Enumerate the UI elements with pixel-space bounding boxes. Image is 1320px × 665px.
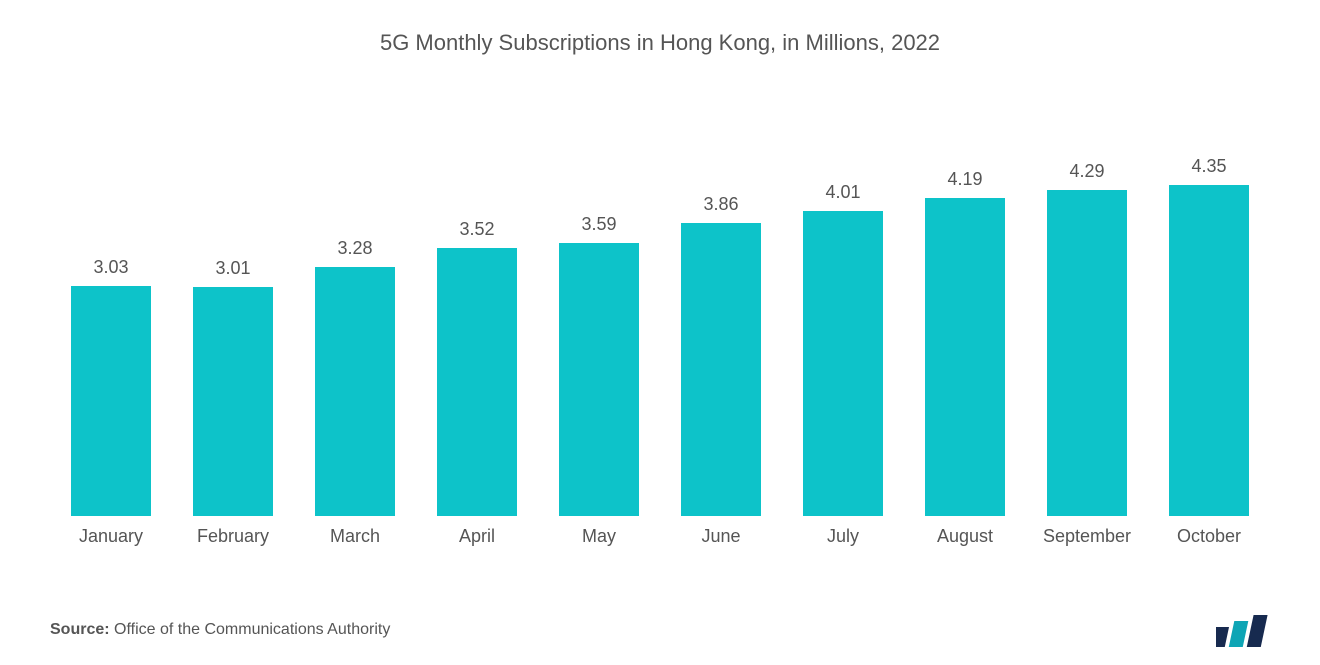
x-axis-label: October	[1148, 526, 1270, 547]
x-axis-label: March	[294, 526, 416, 547]
bar	[559, 243, 639, 516]
x-axis-label: September	[1026, 526, 1148, 547]
bar-value-label: 3.03	[93, 257, 128, 278]
x-axis-label: July	[782, 526, 904, 547]
brand-logo-icon	[1216, 613, 1270, 647]
bar	[1047, 190, 1127, 516]
bar-group: 3.86	[660, 106, 782, 516]
bar	[1169, 185, 1249, 516]
bar	[681, 223, 761, 516]
bar-value-label: 4.19	[947, 169, 982, 190]
bar	[437, 248, 517, 516]
x-axis-label: April	[416, 526, 538, 547]
bar-value-label: 4.01	[825, 182, 860, 203]
bar	[925, 198, 1005, 516]
source-row: Source: Office of the Communications Aut…	[50, 613, 1270, 647]
bar-group: 3.03	[50, 106, 172, 516]
bar-group: 4.19	[904, 106, 1026, 516]
bar-value-label: 3.52	[459, 219, 494, 240]
bar-group: 4.01	[782, 106, 904, 516]
bar-value-label: 3.86	[703, 194, 738, 215]
bar-value-label: 4.29	[1069, 161, 1104, 182]
bar-group: 4.35	[1148, 106, 1270, 516]
bar	[315, 267, 395, 516]
bar	[803, 211, 883, 516]
source-label: Source:	[50, 621, 110, 638]
bar	[193, 287, 273, 516]
bar-value-label: 3.28	[337, 238, 372, 259]
x-axis-label: February	[172, 526, 294, 547]
source-text: Source: Office of the Communications Aut…	[50, 621, 390, 639]
x-axis-label: May	[538, 526, 660, 547]
bar-group: 3.28	[294, 106, 416, 516]
x-axis: JanuaryFebruaryMarchAprilMayJuneJulyAugu…	[40, 516, 1280, 547]
bar-value-label: 4.35	[1191, 156, 1226, 177]
source-value: Office of the Communications Authority	[114, 621, 390, 638]
x-axis-label: August	[904, 526, 1026, 547]
x-axis-label: January	[50, 526, 172, 547]
bar-group: 4.29	[1026, 106, 1148, 516]
chart-container: 5G Monthly Subscriptions in Hong Kong, i…	[0, 0, 1320, 665]
bar-group: 3.52	[416, 106, 538, 516]
plot-area: 3.03 3.01 3.28 3.52 3.59 3.86 4.01 4.19 4.29 4.35	[40, 106, 1280, 516]
bar-value-label: 3.59	[581, 214, 616, 235]
bar-value-label: 3.01	[215, 258, 250, 279]
x-axis-label: June	[660, 526, 782, 547]
bar-group: 3.01	[172, 106, 294, 516]
bar-group: 3.59	[538, 106, 660, 516]
chart-title: 5G Monthly Subscriptions in Hong Kong, i…	[40, 30, 1280, 56]
bar	[71, 286, 151, 516]
